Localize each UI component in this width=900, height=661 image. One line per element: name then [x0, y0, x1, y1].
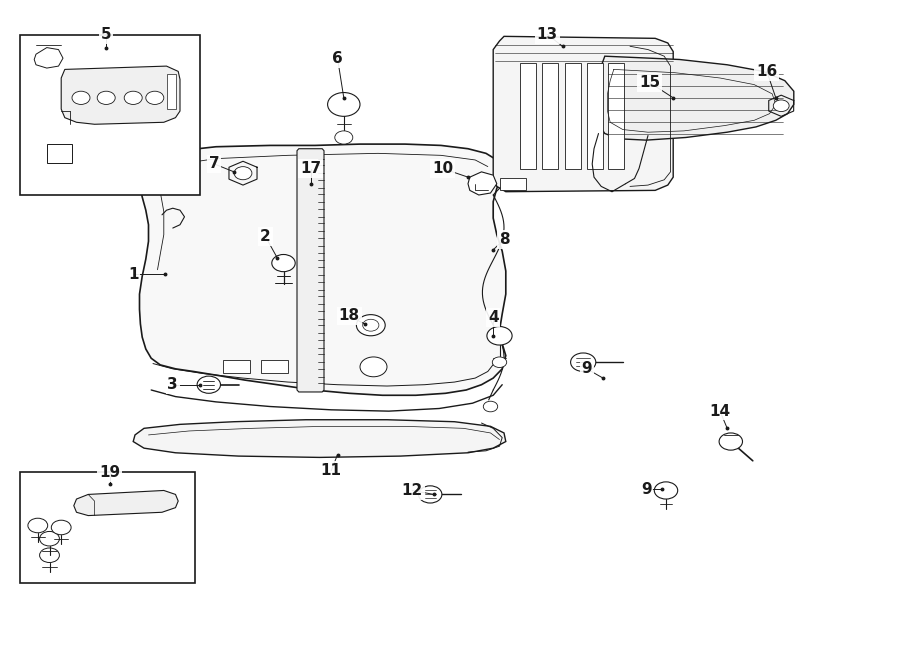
Text: 19: 19 — [99, 465, 121, 480]
Polygon shape — [133, 420, 506, 457]
Polygon shape — [297, 149, 324, 392]
Circle shape — [72, 91, 90, 104]
Text: 15: 15 — [639, 75, 661, 90]
Circle shape — [51, 520, 71, 535]
Bar — [542, 63, 558, 169]
Text: 6: 6 — [332, 51, 343, 65]
Bar — [47, 144, 72, 163]
Text: 12: 12 — [401, 483, 423, 498]
Circle shape — [356, 315, 385, 336]
Text: 10: 10 — [432, 161, 454, 176]
Text: 14: 14 — [709, 404, 731, 418]
Circle shape — [234, 167, 252, 180]
Circle shape — [360, 357, 387, 377]
Circle shape — [418, 486, 442, 503]
Circle shape — [487, 327, 512, 345]
Bar — [261, 360, 288, 373]
Circle shape — [492, 357, 507, 368]
Text: 9: 9 — [581, 362, 592, 376]
Polygon shape — [61, 66, 180, 124]
Bar — [565, 63, 581, 169]
Text: 18: 18 — [338, 309, 360, 323]
Polygon shape — [74, 490, 178, 516]
Bar — [20, 472, 195, 583]
Bar — [20, 35, 200, 195]
Circle shape — [328, 93, 360, 116]
Text: 9: 9 — [641, 482, 652, 496]
Polygon shape — [493, 36, 673, 192]
Circle shape — [571, 353, 596, 371]
Polygon shape — [468, 172, 497, 195]
Circle shape — [40, 531, 59, 546]
Circle shape — [28, 518, 48, 533]
Bar — [608, 63, 624, 169]
Circle shape — [124, 91, 142, 104]
Text: 2: 2 — [260, 229, 271, 244]
Bar — [500, 178, 526, 190]
Polygon shape — [166, 74, 176, 109]
Polygon shape — [34, 48, 63, 68]
Circle shape — [483, 401, 498, 412]
Circle shape — [335, 131, 353, 144]
Circle shape — [40, 548, 59, 563]
Bar — [520, 63, 536, 169]
Text: 1: 1 — [128, 267, 139, 282]
Circle shape — [272, 254, 295, 272]
Polygon shape — [140, 144, 506, 395]
Circle shape — [773, 100, 789, 112]
Circle shape — [197, 376, 220, 393]
Text: 8: 8 — [499, 232, 509, 247]
Text: 7: 7 — [209, 157, 220, 171]
Circle shape — [719, 433, 742, 450]
Text: 16: 16 — [756, 64, 778, 79]
Text: 4: 4 — [488, 310, 499, 325]
Text: 11: 11 — [320, 463, 342, 478]
Bar — [223, 360, 250, 373]
Text: 13: 13 — [536, 27, 558, 42]
Circle shape — [654, 482, 678, 499]
Text: 17: 17 — [300, 161, 321, 176]
Circle shape — [363, 319, 379, 331]
Text: 5: 5 — [101, 27, 112, 42]
Polygon shape — [596, 56, 794, 140]
Text: 3: 3 — [167, 377, 178, 392]
Circle shape — [97, 91, 115, 104]
Bar — [587, 63, 603, 169]
Circle shape — [146, 91, 164, 104]
